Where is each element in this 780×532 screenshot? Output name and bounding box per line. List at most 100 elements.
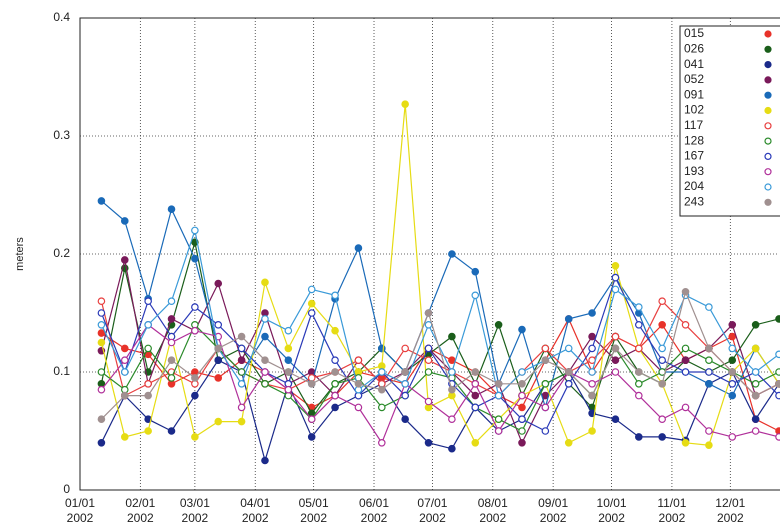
data-point <box>775 391 780 400</box>
data-point <box>214 320 223 329</box>
data-point <box>284 385 293 394</box>
data-point <box>261 315 269 323</box>
legend-label: 102 <box>684 103 704 117</box>
data-point <box>494 427 503 435</box>
data-point <box>120 256 129 264</box>
y-tick-label: 0.1 <box>53 364 70 378</box>
data-point <box>494 320 503 329</box>
data-point <box>424 344 433 353</box>
data-point <box>377 403 386 412</box>
data-point <box>564 315 573 323</box>
legend-marker <box>764 106 772 115</box>
data-point <box>751 415 760 424</box>
data-point <box>424 438 433 447</box>
data-point <box>658 415 666 424</box>
data-point <box>284 356 293 365</box>
data-point <box>775 380 780 388</box>
data-point <box>331 326 339 335</box>
x-tick-label: 2002 <box>717 511 744 525</box>
y-tick-label: 0.3 <box>53 128 70 142</box>
data-point <box>705 303 713 311</box>
data-point <box>401 344 409 353</box>
data-point <box>658 320 666 329</box>
data-point <box>611 356 620 365</box>
data-point <box>144 379 152 388</box>
legend-marker <box>764 183 772 191</box>
data-point <box>588 409 596 418</box>
data-point <box>611 273 620 282</box>
x-tick-label: 10/01 <box>597 496 627 510</box>
data-point <box>237 379 246 388</box>
data-point <box>354 356 363 365</box>
legend-label: 128 <box>684 133 704 147</box>
data-point <box>307 433 316 441</box>
series-line <box>100 104 780 446</box>
data-point <box>635 303 643 311</box>
x-tick-label: 2002 <box>659 511 686 525</box>
x-tick-label: 11/01 <box>657 496 686 510</box>
legend-marker <box>764 198 772 206</box>
data-point <box>728 332 737 341</box>
y-axis-label: meters <box>14 237 26 271</box>
x-tick-label: 2002 <box>127 511 154 525</box>
data-point <box>448 415 456 424</box>
legend-box <box>679 25 780 217</box>
data-point <box>424 309 433 317</box>
series-line <box>101 323 780 432</box>
data-point <box>354 244 363 252</box>
data-point <box>518 391 526 400</box>
data-point <box>588 309 596 317</box>
data-point <box>307 309 316 317</box>
x-tick-label: 09/01 <box>538 496 568 510</box>
data-point <box>120 344 129 353</box>
data-point <box>471 291 480 300</box>
series-line <box>101 200 780 410</box>
data-point <box>564 368 573 376</box>
data-point <box>518 379 526 388</box>
data-point <box>751 427 760 435</box>
data-point <box>635 320 643 329</box>
data-point <box>705 427 713 435</box>
legend-label: 041 <box>684 57 704 71</box>
data-point <box>635 368 643 376</box>
x-tick-label: 2002 <box>361 511 388 525</box>
legend-marker <box>764 122 772 130</box>
data-point <box>705 441 713 449</box>
data-point <box>564 344 573 353</box>
data-point <box>284 344 293 353</box>
data-point <box>658 433 666 441</box>
data-point <box>728 433 737 441</box>
data-point <box>331 368 339 376</box>
data-point <box>167 356 176 365</box>
data-point <box>237 403 246 412</box>
data-point <box>307 299 316 308</box>
data-point <box>307 415 316 424</box>
data-point <box>120 356 129 365</box>
data-point <box>144 344 152 353</box>
data-point <box>588 332 596 341</box>
data-point <box>588 368 596 376</box>
data-point <box>261 379 269 388</box>
x-tick-label: 2002 <box>242 511 269 525</box>
data-point <box>191 326 199 335</box>
data-point <box>448 368 456 376</box>
legend-marker <box>764 91 772 99</box>
data-point <box>120 368 129 376</box>
data-point <box>424 356 433 365</box>
x-tick-label: 01/01 <box>65 496 95 510</box>
data-point <box>658 356 666 365</box>
data-point <box>214 356 223 365</box>
x-tick-label: 2002 <box>300 511 327 525</box>
x-tick-label: 2002 <box>182 511 209 525</box>
data-point <box>658 379 666 388</box>
data-point <box>635 344 643 353</box>
legend-label: 052 <box>684 72 704 86</box>
legend-marker <box>764 76 772 84</box>
data-point <box>541 427 550 435</box>
x-tick-label: 2002 <box>540 511 567 525</box>
x-tick-label: 2002 <box>479 511 506 525</box>
data-point <box>214 344 223 353</box>
series-line <box>100 228 780 397</box>
data-point <box>401 379 409 388</box>
data-point <box>728 391 737 400</box>
